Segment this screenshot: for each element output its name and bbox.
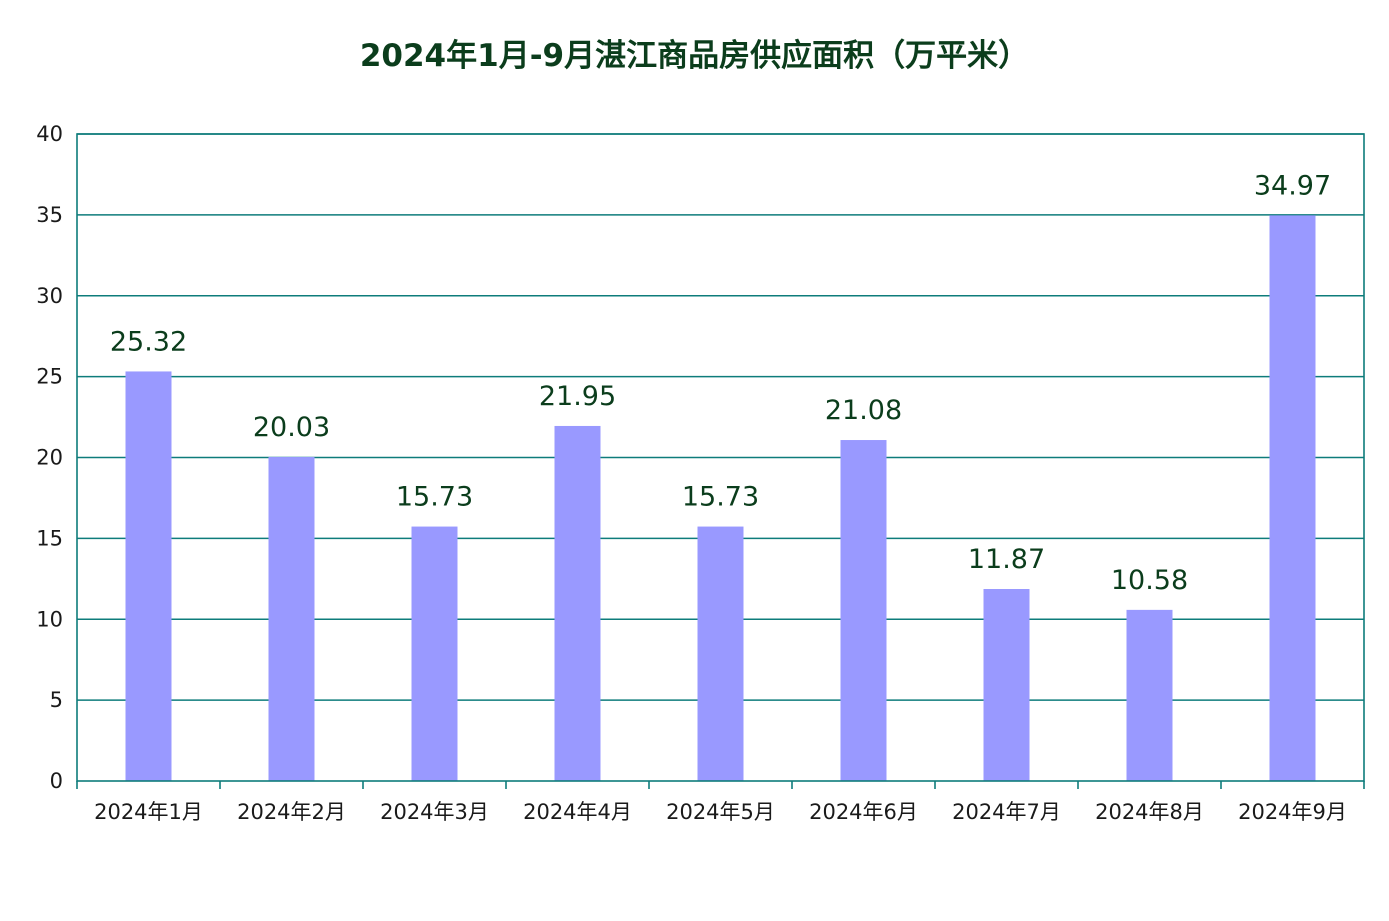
data-label: 21.95 [539,381,616,412]
data-label: 15.73 [682,482,759,513]
bar [840,440,887,781]
y-tick-label: 10 [36,607,63,631]
data-label: 21.08 [825,395,902,426]
bar [1269,215,1316,782]
x-category-label: 2024年9月 [1238,800,1347,824]
bar [125,371,172,781]
data-label: 10.58 [1111,565,1188,596]
x-category-label: 2024年2月 [237,800,346,824]
data-label: 20.03 [253,412,330,443]
bar [983,589,1030,781]
y-tick-label: 15 [36,526,63,550]
y-tick-label: 40 [36,122,63,146]
axes [76,133,1365,789]
y-tick-label: 0 [50,769,63,793]
y-tick-label: 20 [36,446,63,470]
data-label: 15.73 [396,482,473,513]
data-label: 11.87 [968,544,1045,575]
bar [411,526,458,781]
x-category-label: 2024年7月 [952,800,1061,824]
x-category-label: 2024年3月 [380,800,489,824]
y-tick-label: 25 [36,365,63,389]
x-category-label: 2024年4月 [523,800,632,824]
x-category-label: 2024年6月 [809,800,918,824]
data-label: 34.97 [1254,170,1331,201]
bar [697,526,744,781]
bar [268,457,315,781]
bar [554,425,601,781]
x-category-label: 2024年5月 [666,800,775,824]
y-tick-label: 30 [36,284,63,308]
labels: 0 5 10 15 20 25 30 35 40 25.32 2024年1月 20.03 2024年2月… [36,122,1347,824]
chart-title: 2024年1月-9月湛江商品房供应面积（万平米） [359,38,1030,74]
x-category-label: 2024年8月 [1095,800,1204,824]
plot-frame [76,133,1365,782]
y-tick-label: 5 [50,688,63,712]
x-category-label: 2024年1月 [94,800,203,824]
data-label: 25.32 [110,326,187,357]
y-tick-label: 35 [36,203,63,227]
bar [1126,609,1173,781]
bars [125,215,1316,782]
